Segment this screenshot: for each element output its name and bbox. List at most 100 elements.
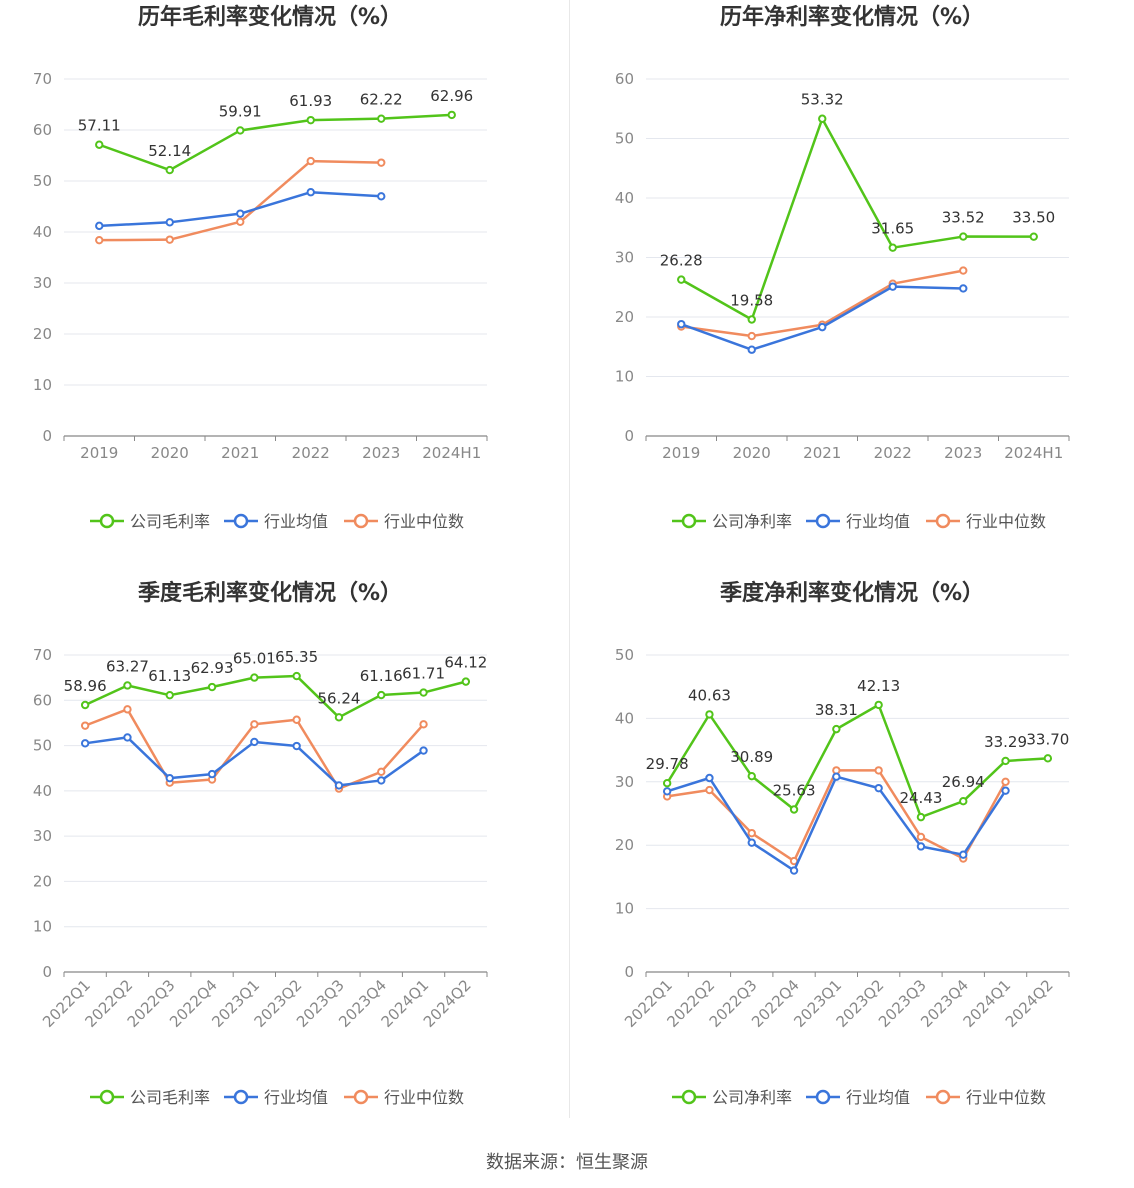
data-point-median xyxy=(747,828,756,838)
y-tick-label: 40 xyxy=(615,709,634,727)
data-label: 33.70 xyxy=(1026,730,1069,748)
chart-svg: 历年毛利率变化情况（%） 0 10 20 30 40 50 60 70 2019 2020 2021 2… xyxy=(33,4,488,531)
data-label: 65.35 xyxy=(275,648,318,666)
data-label: 40.63 xyxy=(688,686,731,704)
y-tick-label: 10 xyxy=(33,376,52,394)
data-point-median xyxy=(165,235,174,244)
data-point-avg xyxy=(334,781,344,790)
y-tick-label: 20 xyxy=(33,325,52,343)
data-point-avg xyxy=(818,322,827,332)
data-label: 58.96 xyxy=(64,677,107,695)
y-tick-label: 40 xyxy=(615,189,634,207)
data-label: 62.93 xyxy=(191,659,234,677)
panel-separator xyxy=(569,0,570,1118)
data-point-avg xyxy=(292,741,301,751)
legend-marker-company xyxy=(99,1089,115,1105)
data-point-avg xyxy=(916,842,926,851)
data-label: 26.28 xyxy=(660,252,703,270)
y-tick-label: 40 xyxy=(33,782,52,800)
data-label: 33.52 xyxy=(942,209,985,227)
data-point-median xyxy=(377,158,386,167)
data-label: 57.11 xyxy=(78,117,121,135)
x-tick-label: 2020 xyxy=(151,444,189,462)
y-tick-label: 10 xyxy=(33,918,52,936)
data-point-avg xyxy=(95,221,104,231)
legend-label-company: 公司净利率 xyxy=(712,1088,792,1107)
data-point-avg xyxy=(747,345,756,354)
legend-marker-median xyxy=(935,1089,951,1105)
legend-marker-company xyxy=(681,1089,697,1105)
x-tick-label: 2023 xyxy=(362,444,400,462)
legend-label-company: 公司毛利率 xyxy=(130,1088,210,1107)
chart-title: 季度净利率变化情况（%） xyxy=(720,580,984,606)
series-line-company xyxy=(680,117,1034,321)
data-point-company xyxy=(747,315,756,324)
legend-label-avg: 行业均值 xyxy=(264,512,328,531)
data-point-avg xyxy=(959,284,968,293)
data-point-avg xyxy=(1001,786,1010,795)
y-tick-label: 20 xyxy=(33,872,52,890)
data-point-company xyxy=(705,710,714,719)
data-point-median xyxy=(1001,777,1010,787)
data-label: 33.29 xyxy=(984,733,1027,751)
data-point-company xyxy=(818,114,827,123)
data-label: 52.14 xyxy=(148,142,191,160)
data-label: 31.65 xyxy=(871,220,914,238)
legend-label-company: 公司毛利率 xyxy=(130,512,210,531)
data-label: 64.12 xyxy=(444,654,487,672)
data-label: 26.94 xyxy=(942,773,985,791)
data-label: 53.32 xyxy=(801,91,844,109)
data-label: 59.91 xyxy=(219,102,262,120)
data-point-median xyxy=(236,217,245,227)
data-point-avg xyxy=(123,733,132,742)
data-point-company xyxy=(747,771,756,781)
x-tick-label: 2024H1 xyxy=(1004,444,1063,462)
y-tick-label: 70 xyxy=(33,646,52,664)
y-tick-label: 50 xyxy=(615,646,634,664)
x-tick-label: 2019 xyxy=(662,444,700,462)
annual-gross-margin-chart: 历年毛利率变化情况（%） 0 10 20 30 40 50 60 70 2019 2020 2021 2… xyxy=(0,0,567,576)
data-point-median xyxy=(95,235,104,245)
data-point-company xyxy=(95,140,104,149)
y-tick-label: 20 xyxy=(615,836,634,854)
data-point-avg xyxy=(662,787,672,796)
data-label: 65.01 xyxy=(233,650,276,668)
data-point-company xyxy=(874,700,883,710)
data-label: 62.96 xyxy=(430,87,473,105)
data-source-note: 数据来源：恒生聚源 xyxy=(486,1152,648,1173)
chart-title: 季度毛利率变化情况（%） xyxy=(138,580,402,606)
y-tick-label: 10 xyxy=(615,368,634,386)
y-tick-label: 60 xyxy=(33,691,52,709)
data-point-company xyxy=(1043,754,1053,763)
data-point-median xyxy=(123,705,132,714)
y-tick-label: 60 xyxy=(615,70,634,88)
y-tick-label: 50 xyxy=(33,172,52,190)
legend-marker-avg xyxy=(233,513,249,529)
data-point-avg xyxy=(165,218,174,227)
y-tick-label: 0 xyxy=(42,427,52,445)
data-point-company xyxy=(461,677,471,686)
x-tick-label: 2021 xyxy=(221,444,259,462)
data-point-avg xyxy=(874,783,883,793)
data-point-company xyxy=(832,724,841,734)
legend-marker-company xyxy=(99,513,115,529)
x-tick-label: 2023 xyxy=(944,444,982,462)
legend-label-median: 行业中位数 xyxy=(966,1088,1046,1107)
data-label: 61.13 xyxy=(148,667,191,685)
legend-label-avg: 行业均值 xyxy=(846,512,910,531)
y-tick-label: 50 xyxy=(615,130,634,148)
data-point-median xyxy=(306,156,315,166)
data-point-company xyxy=(789,805,799,814)
x-tick-label: 2024Q2 xyxy=(420,976,475,1031)
data-point-avg xyxy=(250,737,259,747)
data-point-company xyxy=(662,778,672,788)
data-point-median xyxy=(916,832,926,842)
x-tick-label: 2024Q2 xyxy=(1002,976,1057,1031)
chart-title: 历年净利率变化情况（%） xyxy=(720,4,984,30)
x-tick-label: 2020 xyxy=(733,444,771,462)
data-point-company xyxy=(165,690,174,700)
data-point-company xyxy=(292,671,301,681)
annual-net-margin-chart: 历年净利率变化情况（%） 0 10 20 30 40 50 60 2019 2020 2021 202… xyxy=(582,0,1134,576)
data-label: 62.22 xyxy=(360,91,403,109)
legend-label-median: 行业中位数 xyxy=(384,1088,464,1107)
